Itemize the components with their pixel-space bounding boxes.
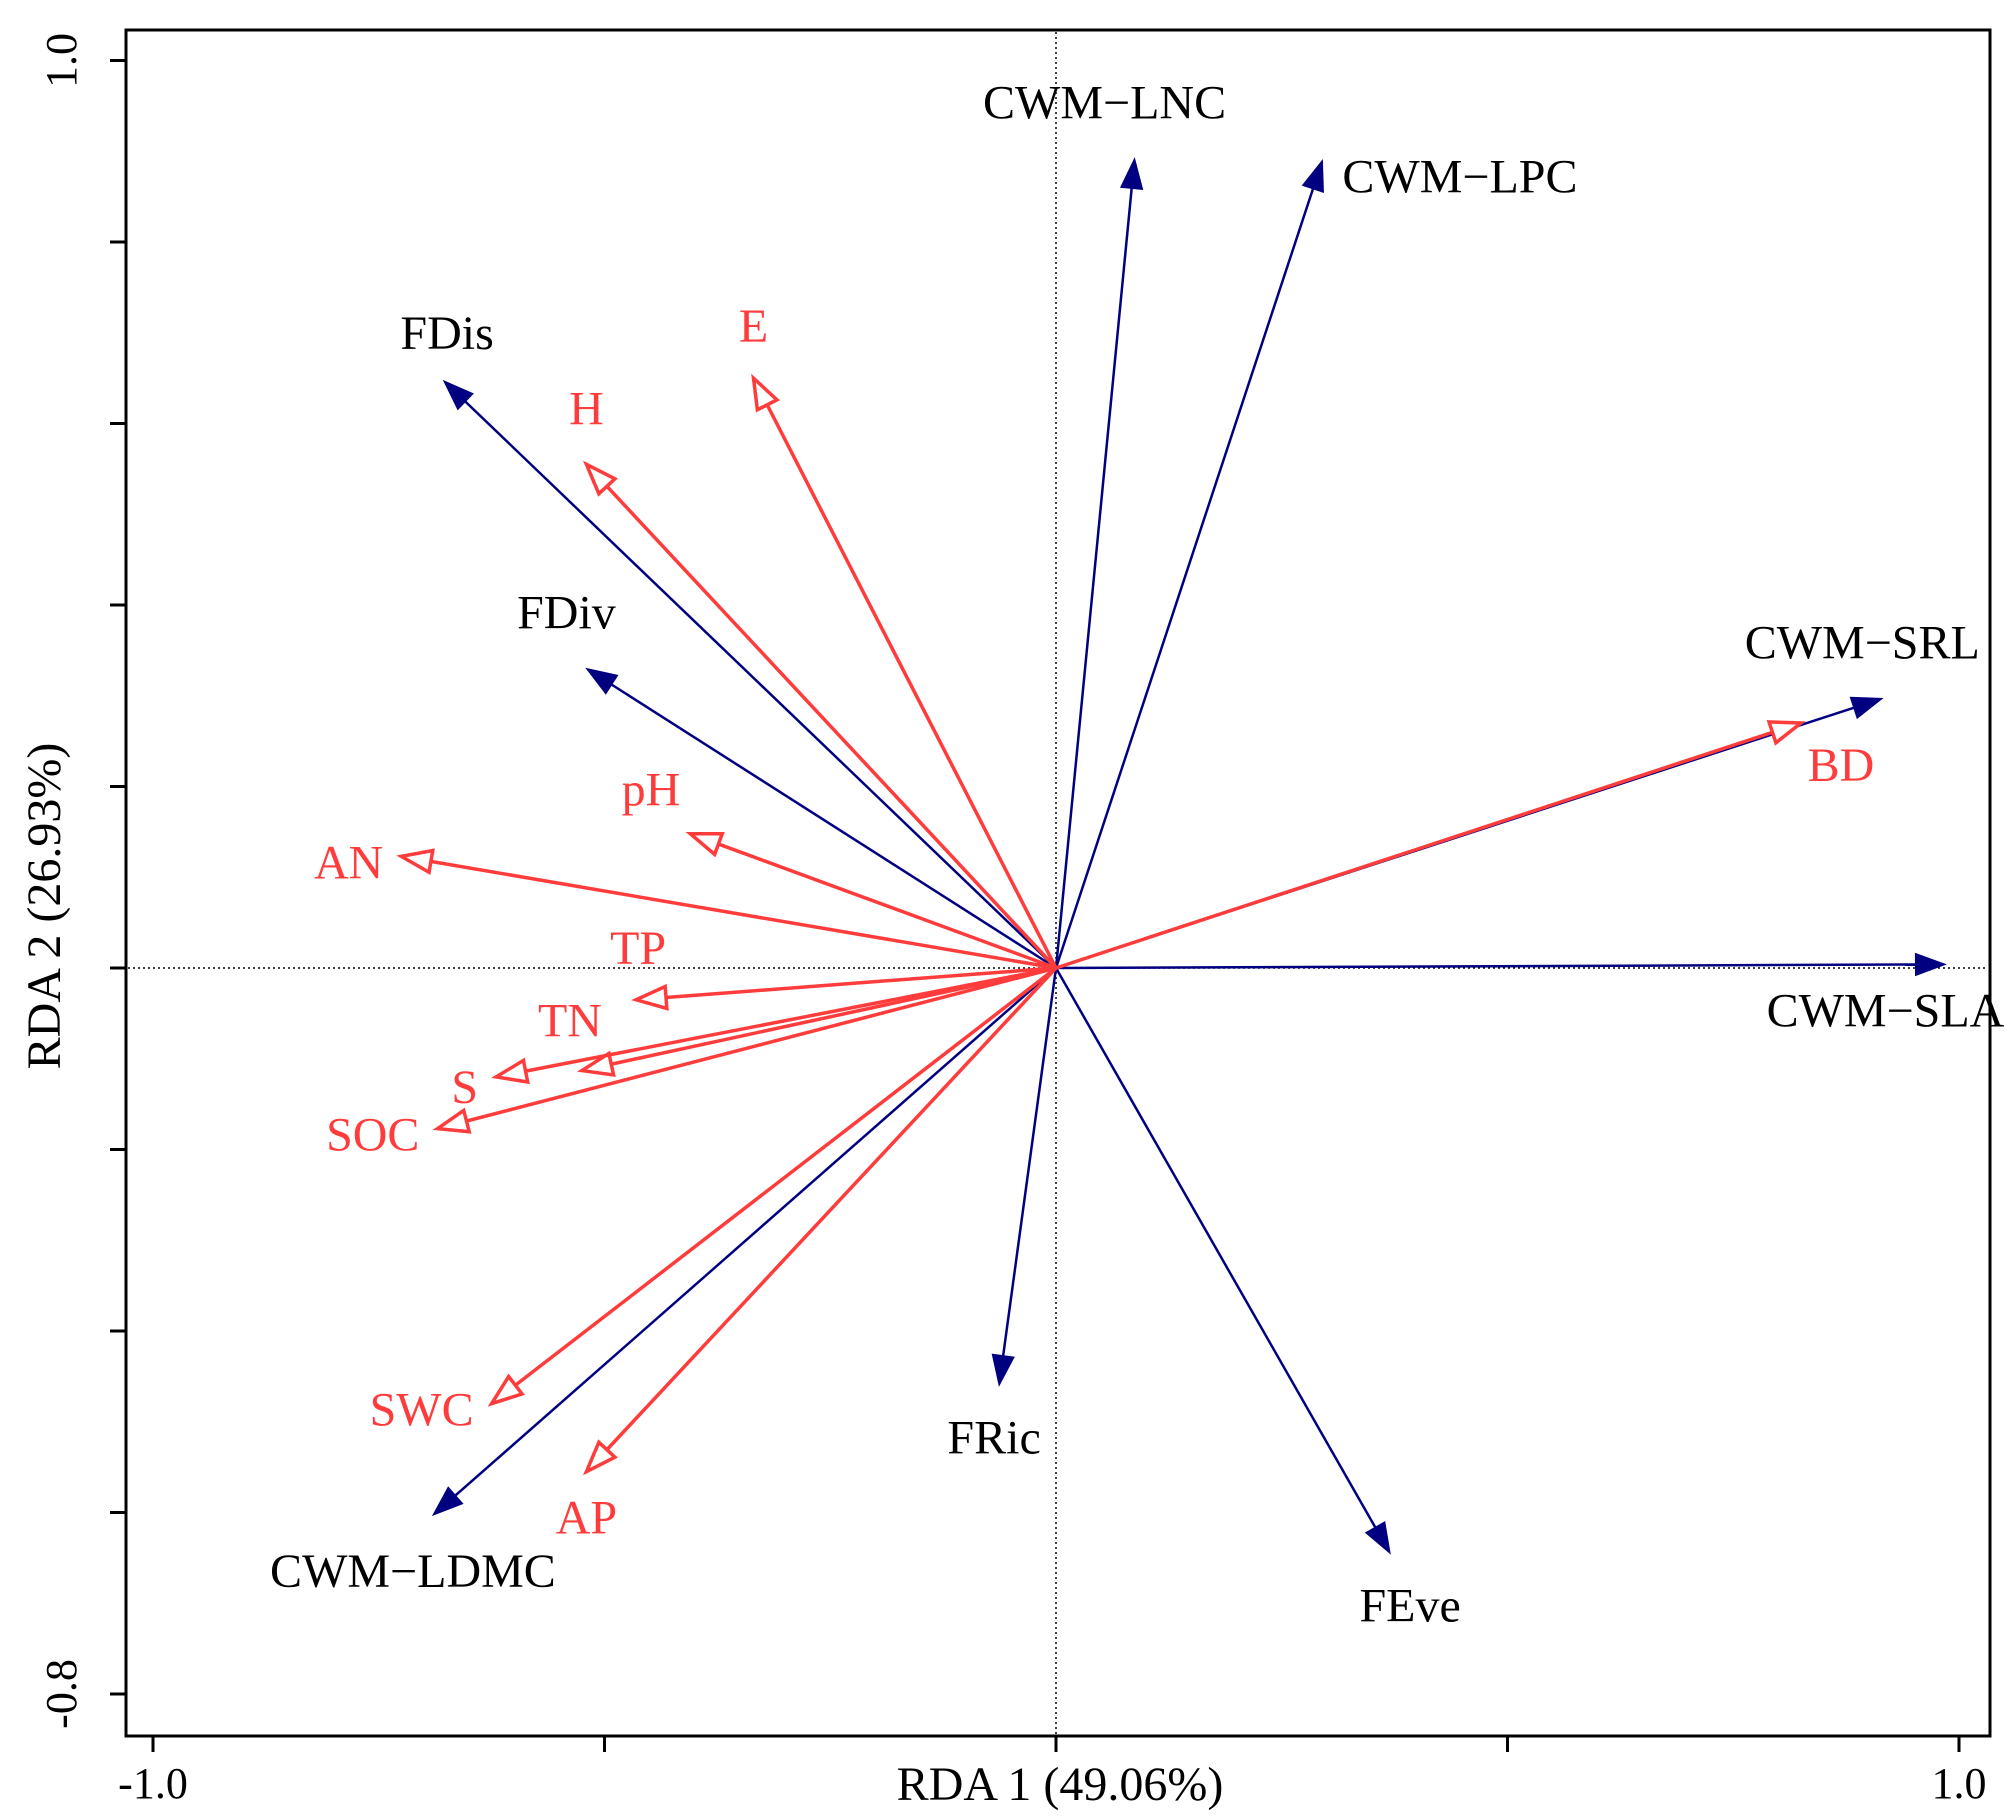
fric-label: FRic — [947, 1411, 1040, 1464]
tp-arrowhead — [631, 983, 669, 1011]
ph-vector — [689, 832, 1057, 970]
an-arrowhead — [396, 848, 435, 876]
cwm-lnc-arrowhead — [1119, 157, 1144, 190]
tp-label: TP — [610, 922, 666, 975]
cwm-ldmc-vector — [451, 967, 1057, 1500]
h-label: H — [569, 382, 604, 435]
cwm-lpc-label: CWM−LPC — [1342, 150, 1577, 203]
an-label: AN — [314, 836, 383, 889]
y-tick-label: -0.8 — [37, 1659, 86, 1729]
x-tick-label: 1.0 — [1932, 1759, 1987, 1808]
e-label: E — [739, 300, 768, 353]
cwm-lnc-vector — [1054, 184, 1134, 969]
fdiv-arrowhead — [585, 667, 619, 695]
cwm-ldmc-label: CWM−LDMC — [270, 1545, 556, 1598]
fdis-arrowhead — [442, 379, 474, 411]
soc-label: SOC — [326, 1109, 419, 1162]
y-axis-label: RDA 2 (26.93%) — [18, 743, 71, 1070]
soc-arrowhead — [432, 1107, 472, 1134]
bd-label: BD — [1808, 739, 1875, 792]
ap-label: AP — [556, 1492, 617, 1545]
tn-arrowhead — [576, 1050, 616, 1078]
s-vector — [495, 966, 1057, 1079]
cwm-ldmc-arrowhead — [431, 1486, 464, 1517]
feve-label: FEve — [1359, 1579, 1460, 1632]
reference-lines — [128, 32, 1988, 1734]
cwm-srl-arrowhead — [1849, 696, 1884, 720]
swc-label: SWC — [370, 1384, 474, 1437]
fdis-label: FDis — [400, 307, 493, 360]
ph-label: pH — [622, 764, 681, 817]
e-vector — [751, 377, 1058, 969]
an-vector — [401, 854, 1057, 970]
fdiv-vector — [607, 681, 1057, 970]
s-arrowhead — [491, 1057, 530, 1085]
plot-frame — [124, 28, 1992, 1738]
axes: -1.0 1.0 -0.8 1.0 — [37, 33, 1987, 1808]
cwm-sla-vector — [1055, 963, 1920, 970]
feve-arrowhead — [1364, 1521, 1391, 1555]
cwm-sla-label: CWM−SLA — [1767, 984, 2005, 1037]
fdiv-label: FDiv — [517, 587, 616, 640]
fdis-vector — [461, 397, 1057, 969]
response-vectors — [431, 157, 1947, 1555]
cwm-lpc-arrowhead — [1301, 158, 1324, 193]
ap-arrowhead — [582, 1439, 618, 1476]
e-arrowhead — [751, 373, 781, 413]
tn-label: TN — [538, 995, 602, 1048]
cwm-lnc-label: CWM−LNC — [983, 77, 1226, 130]
cwm-srl-label: CWM−SRL — [1745, 616, 1980, 669]
cwm-lpc-vector — [1054, 184, 1316, 969]
x-axis-label: RDA 1 (49.06%) — [897, 1758, 1224, 1811]
tp-vector — [635, 966, 1057, 1002]
soc-vector — [437, 966, 1057, 1131]
h-arrowhead — [582, 460, 618, 497]
ap-vector — [585, 966, 1058, 1473]
swc-arrowhead — [487, 1373, 526, 1407]
explanatory-vectors — [396, 373, 1806, 1476]
vector-labels: CWM−LNC CWM−LPC FDis FDiv CWM−SRL CWM−SLA FRic… — [270, 77, 2005, 1633]
ph-arrowhead — [685, 831, 725, 858]
cwm-sla-arrowhead — [1914, 952, 1947, 977]
fric-vector — [1001, 967, 1058, 1360]
x-tick-label: -1.0 — [118, 1759, 188, 1808]
swc-vector — [490, 966, 1058, 1405]
bd-arrowhead — [1766, 720, 1806, 746]
s-label: S — [451, 1061, 478, 1114]
fric-arrowhead — [991, 1353, 1015, 1387]
feve-vector — [1054, 967, 1379, 1532]
y-tick-label: 1.0 — [37, 33, 86, 88]
bd-vector — [1055, 721, 1802, 970]
h-vector — [585, 463, 1058, 970]
